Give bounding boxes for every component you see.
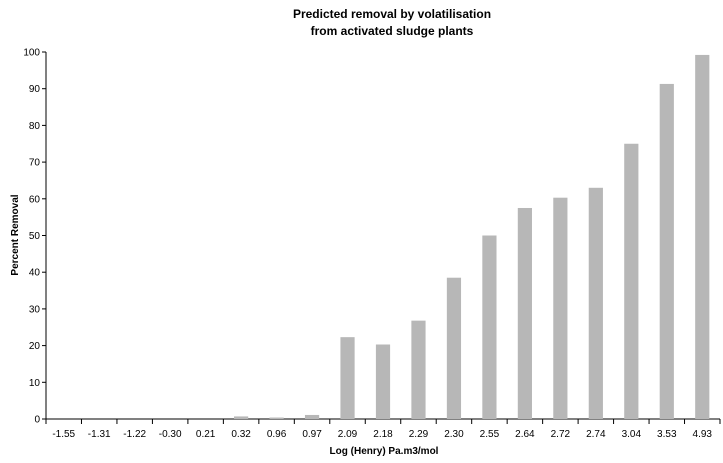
x-tick-label: 0.97 [302, 429, 322, 440]
bar [659, 83, 674, 419]
x-tick-label: 2.55 [480, 429, 500, 440]
bar [269, 417, 284, 419]
y-tick-label: 0 [34, 415, 40, 426]
x-tick-label: -1.22 [123, 429, 146, 440]
bar [304, 414, 320, 419]
x-tick-label: 0.21 [196, 429, 216, 440]
x-tick-label: 2.29 [409, 429, 429, 440]
x-tick-label: -1.31 [88, 429, 111, 440]
x-axis-label: Log (Henry) Pa.m3/mol [330, 446, 439, 457]
y-tick-label: 80 [29, 121, 41, 132]
y-tick-label: 100 [23, 48, 40, 59]
chart-title-line-1: Predicted removal by volatilisation [293, 7, 491, 21]
chart-title-line-2: from activated sludge plants [311, 24, 474, 38]
bar [375, 344, 391, 419]
bar-series [234, 54, 710, 419]
y-tick-label: 60 [29, 194, 41, 205]
x-tick-label: 0.32 [231, 429, 251, 440]
x-tick-label: 0.96 [267, 429, 287, 440]
x-tick-label: 2.74 [586, 429, 606, 440]
x-tick-label: 2.18 [373, 429, 393, 440]
x-tick-label: 2.64 [515, 429, 535, 440]
x-tick-label: 3.53 [657, 429, 677, 440]
x-tick-label: 4.93 [693, 429, 713, 440]
bar [234, 416, 249, 419]
bar [553, 197, 568, 419]
bar [340, 337, 355, 419]
bar [624, 143, 639, 419]
bar [411, 320, 426, 419]
y-axis: 0 10 20 30 40 50 60 70 80 90 100 [23, 48, 47, 426]
x-tick-label: 2.09 [338, 429, 358, 440]
y-tick-label: 70 [29, 158, 41, 169]
bar [482, 235, 497, 419]
y-tick-label: 10 [29, 378, 41, 389]
x-tick-label: 2.30 [444, 429, 464, 440]
y-tick-label: 50 [29, 231, 41, 242]
bar [446, 277, 462, 419]
x-tick-label: -1.55 [52, 429, 75, 440]
bar [695, 54, 710, 419]
y-tick-label: 90 [29, 84, 41, 95]
y-tick-label: 20 [29, 341, 41, 352]
y-axis-label: Percent Removal [10, 194, 21, 275]
y-tick-label: 40 [29, 268, 41, 279]
x-tick-label: 2.72 [551, 429, 571, 440]
bar [517, 207, 532, 419]
x-tick-label: 3.04 [622, 429, 642, 440]
y-tick-label: 30 [29, 304, 41, 315]
bar [588, 187, 603, 419]
x-tick-label: -0.30 [159, 429, 182, 440]
x-axis: -1.55 -1.31 -1.22 -0.30 0.21 0.32 0.96 0.97 2.09… [45, 418, 721, 440]
